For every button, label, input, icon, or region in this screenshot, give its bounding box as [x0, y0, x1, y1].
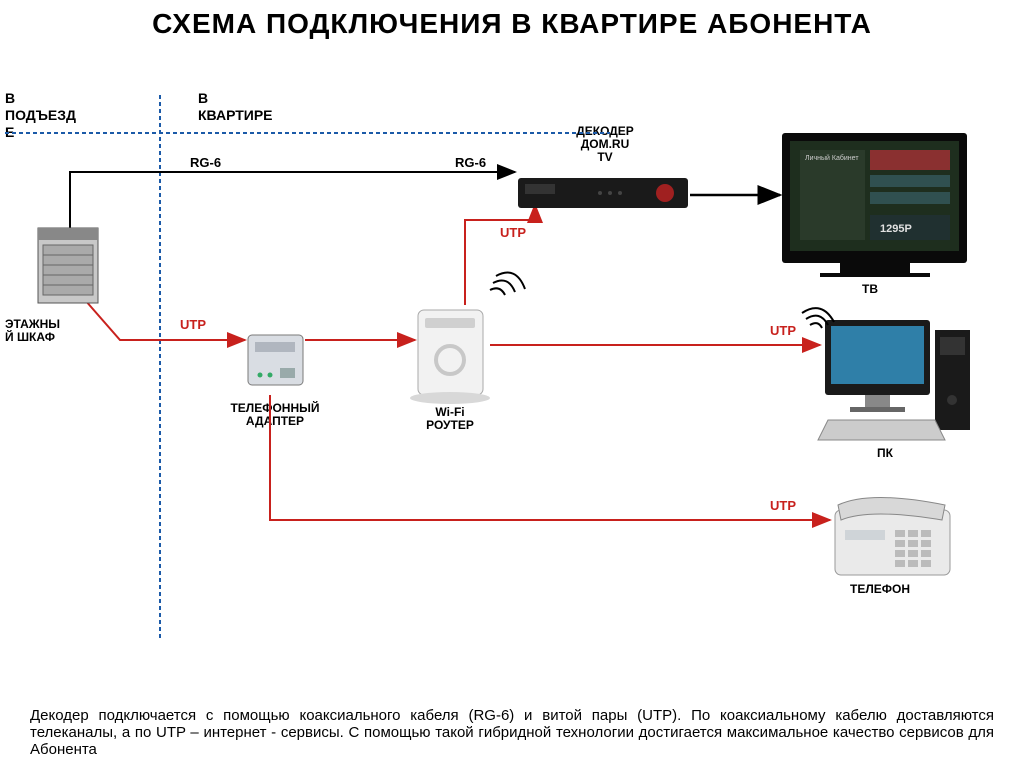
tv-icon: 1295Р Личный Кабинет — [782, 133, 967, 277]
pc-icon — [802, 308, 970, 440]
phone-icon — [835, 498, 950, 576]
cable-utp-adapter-phone — [270, 395, 830, 520]
svg-text:Личный Кабинет: Личный Кабинет — [805, 154, 859, 162]
decoder-icon — [518, 178, 688, 208]
switch-icon — [38, 228, 98, 303]
cable-rg6-path — [70, 172, 515, 230]
svg-text:1295Р: 1295Р — [880, 223, 912, 235]
router-icon — [410, 273, 525, 404]
adapter-icon — [248, 335, 303, 385]
connection-diagram: 1295Р Личный Кабинет — [0, 0, 1024, 768]
cable-utp-switch-adapter — [85, 300, 245, 340]
